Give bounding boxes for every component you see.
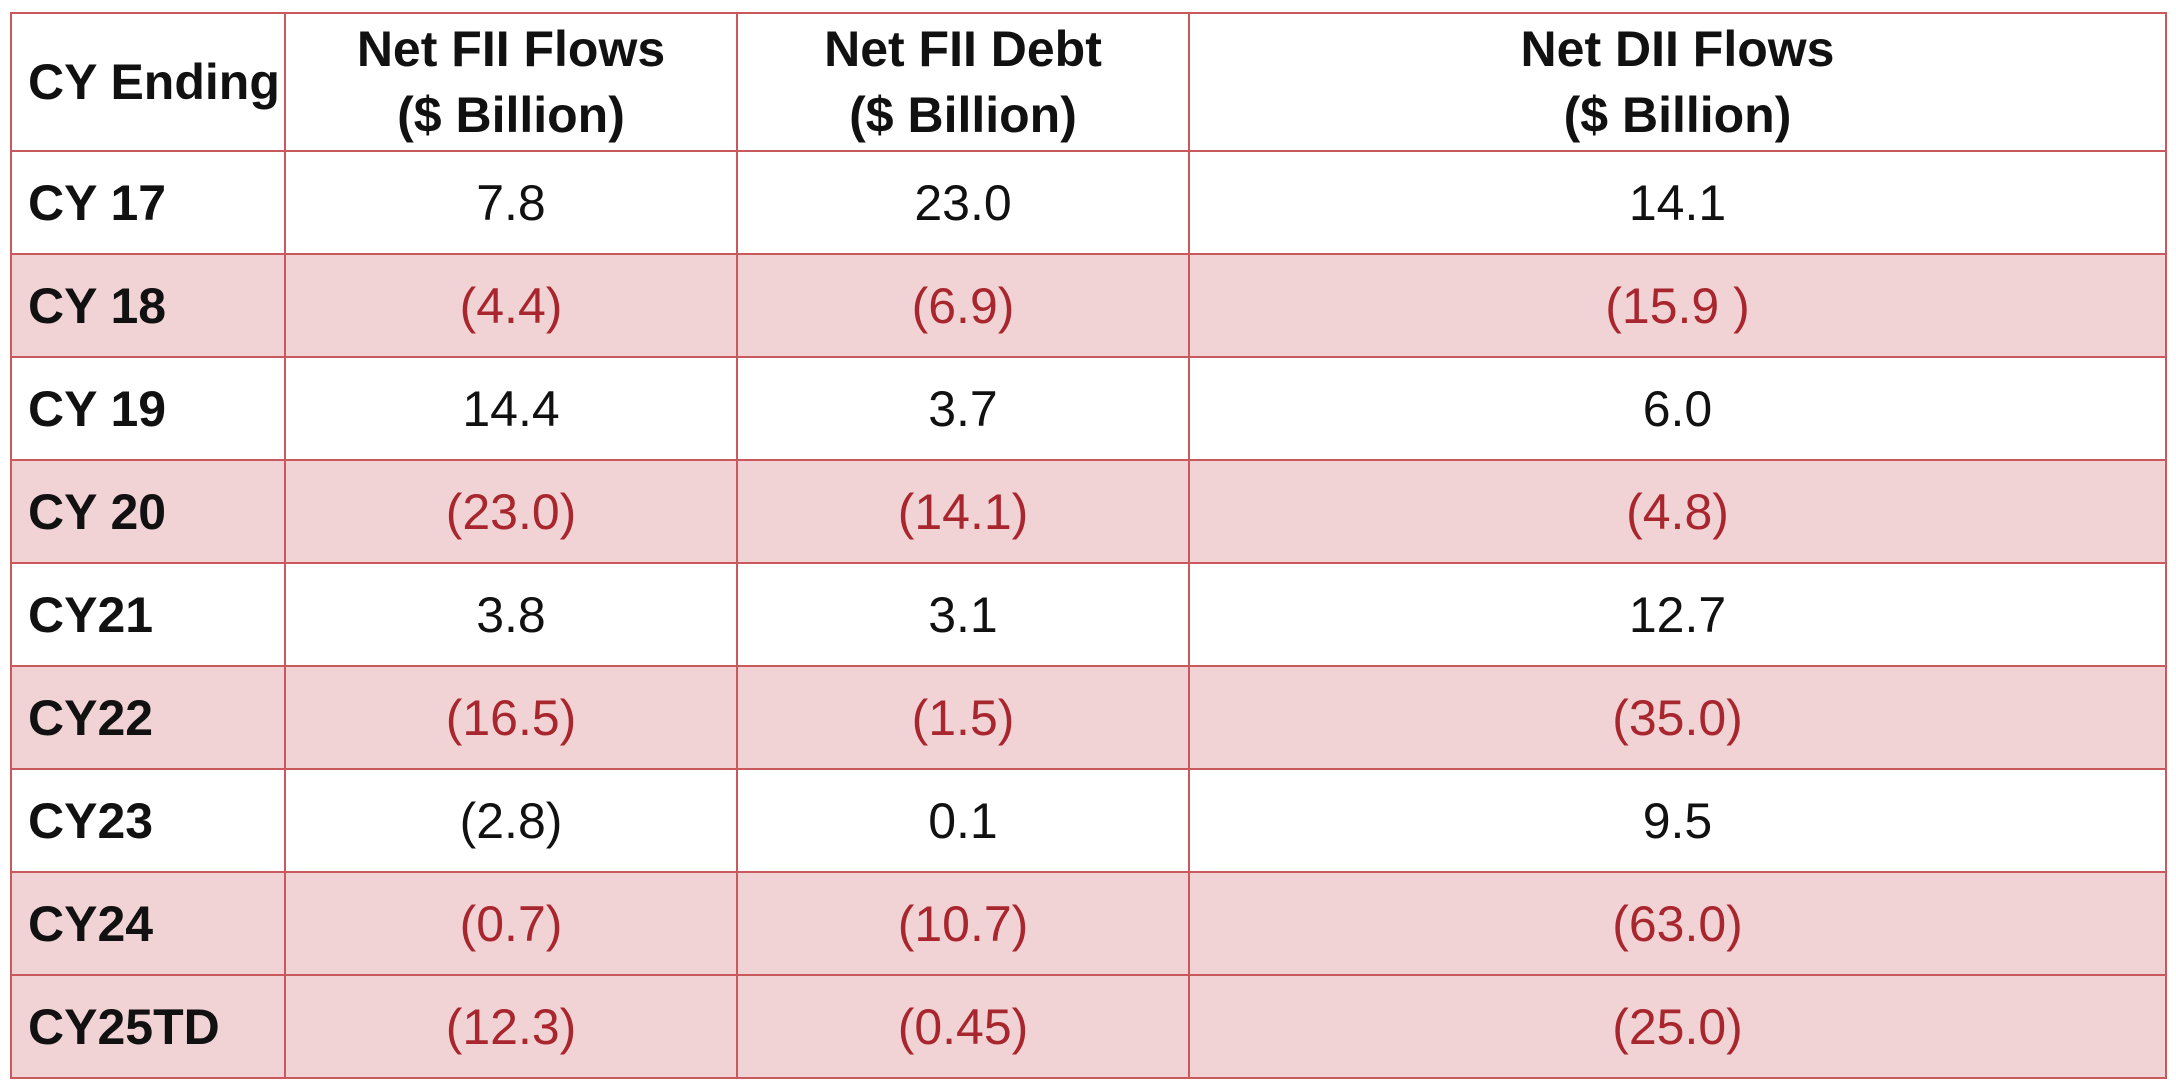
- cell-net-fii-debt: (6.9): [736, 253, 1190, 358]
- cell-net-fii-debt: 0.1: [736, 768, 1190, 873]
- cell-net-fii-debt: (1.5): [736, 665, 1190, 770]
- cell-net-fii-debt: 3.1: [736, 562, 1190, 667]
- table-row: CY 17 7.8 23.0 14.1: [10, 150, 2167, 255]
- cell-net-dii-flows: (4.8): [1188, 459, 2167, 564]
- header-line: CY Ending: [28, 54, 280, 110]
- row-label: CY23: [10, 768, 286, 873]
- table-row: CY23 (2.8) 0.1 9.5: [10, 768, 2167, 873]
- table-row: CY25TD (12.3) (0.45) (25.0): [10, 974, 2167, 1079]
- cell-net-fii-flows: 7.8: [284, 150, 738, 255]
- table-row: CY21 3.8 3.1 12.7: [10, 562, 2167, 667]
- col-header-net-fii-flows: Net FII Flows ($ Billion): [284, 12, 738, 152]
- cell-net-dii-flows: (35.0): [1188, 665, 2167, 770]
- header-line: ($ Billion): [1563, 87, 1792, 143]
- header-line: Net FII Flows: [356, 21, 666, 77]
- cell-net-fii-debt: (10.7): [736, 871, 1190, 976]
- header-line: Net FII Debt: [824, 21, 1102, 77]
- cell-net-dii-flows: 12.7: [1188, 562, 2167, 667]
- header-line: ($ Billion): [849, 87, 1077, 143]
- cell-net-fii-debt: (14.1): [736, 459, 1190, 564]
- row-label: CY 20: [10, 459, 286, 564]
- cell-net-dii-flows: (15.9 ): [1188, 253, 2167, 358]
- table-row: CY22 (16.5) (1.5) (35.0): [10, 665, 2167, 770]
- table-row: CY 19 14.4 3.7 6.0: [10, 356, 2167, 461]
- cell-net-fii-flows: (12.3): [284, 974, 738, 1079]
- cell-net-fii-flows: (0.7): [284, 871, 738, 976]
- table-row: CY 18 (4.4) (6.9) (15.9 ): [10, 253, 2167, 358]
- cell-net-fii-flows: 14.4: [284, 356, 738, 461]
- cell-net-fii-debt: 23.0: [736, 150, 1190, 255]
- row-label: CY24: [10, 871, 286, 976]
- col-header-cy-ending: CY Ending: [10, 12, 286, 152]
- row-label: CY22: [10, 665, 286, 770]
- col-header-net-dii-flows: Net DII Flows ($ Billion): [1188, 12, 2167, 152]
- cell-net-fii-flows: (4.4): [284, 253, 738, 358]
- cell-net-dii-flows: (25.0): [1188, 974, 2167, 1079]
- table-row: CY24 (0.7) (10.7) (63.0): [10, 871, 2167, 976]
- table-body: CY 17 7.8 23.0 14.1 CY 18 (4.4) (6.9) (15.9 ) CY…: [10, 150, 2167, 1079]
- row-label: CY 19: [10, 356, 286, 461]
- row-label: CY 17: [10, 150, 286, 255]
- cell-net-fii-flows: (16.5): [284, 665, 738, 770]
- cell-net-fii-debt: (0.45): [736, 974, 1190, 1079]
- cell-net-dii-flows: 14.1: [1188, 150, 2167, 255]
- flows-table: CY Ending Net FII Flows ($ Billion) Net FII…: [10, 12, 2167, 1079]
- header-line: ($ Billion): [397, 87, 625, 143]
- row-label: CY25TD: [10, 974, 286, 1079]
- cell-net-dii-flows: 6.0: [1188, 356, 2167, 461]
- cell-net-dii-flows: (63.0): [1188, 871, 2167, 976]
- cell-net-dii-flows: 9.5: [1188, 768, 2167, 873]
- table-row: CY 20 (23.0) (14.1) (4.8): [10, 459, 2167, 564]
- header-line: Net DII Flows: [1520, 21, 1835, 77]
- header-row: CY Ending Net FII Flows ($ Billion) Net FII…: [10, 12, 2167, 152]
- cell-net-fii-flows: (23.0): [284, 459, 738, 564]
- row-label: CY21: [10, 562, 286, 667]
- cell-net-fii-debt: 3.7: [736, 356, 1190, 461]
- row-label: CY 18: [10, 253, 286, 358]
- cell-net-fii-flows: 3.8: [284, 562, 738, 667]
- cell-net-fii-flows: (2.8): [284, 768, 738, 873]
- col-header-net-fii-debt: Net FII Debt ($ Billion): [736, 12, 1190, 152]
